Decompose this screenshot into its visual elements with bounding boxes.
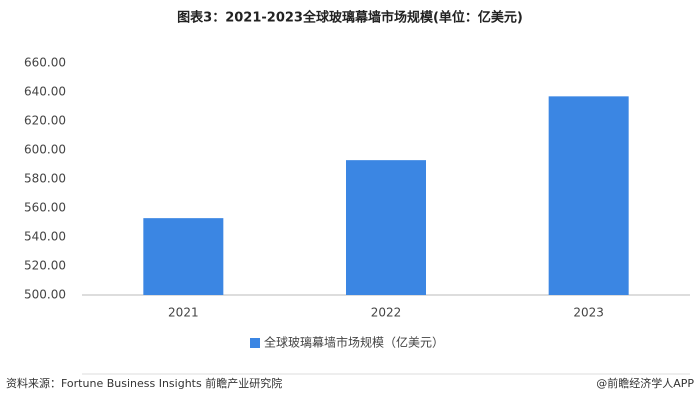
y-tick-label: 560.00 — [24, 201, 66, 215]
x-tick-label: 2022 — [371, 306, 402, 320]
y-tick-label: 520.00 — [24, 259, 66, 273]
y-tick-label: 580.00 — [24, 172, 66, 186]
bar — [346, 160, 426, 295]
bar — [143, 218, 224, 295]
x-tick-label: 2023 — [573, 306, 604, 320]
y-tick-label: 660.00 — [24, 56, 66, 70]
y-tick-label: 620.00 — [24, 114, 66, 128]
y-tick-label: 600.00 — [24, 143, 66, 157]
y-tick-label: 500.00 — [24, 288, 66, 302]
y-tick-label: 640.00 — [24, 85, 66, 99]
legend-swatch — [250, 338, 260, 348]
credit: @前瞻经济学人APP — [596, 376, 694, 390]
y-tick-label: 540.00 — [24, 230, 66, 244]
x-tick-label: 2021 — [168, 306, 199, 320]
source-note: 资料来源：Fortune Business Insights 前瞻产业研究院 — [6, 376, 282, 390]
legend-label: 全球玻璃幕墙市场规模（亿美元） — [264, 335, 444, 350]
chart-title: 图表3：2021-2023全球玻璃幕墙市场规模(单位：亿美元) — [177, 10, 523, 26]
bar — [548, 96, 629, 295]
